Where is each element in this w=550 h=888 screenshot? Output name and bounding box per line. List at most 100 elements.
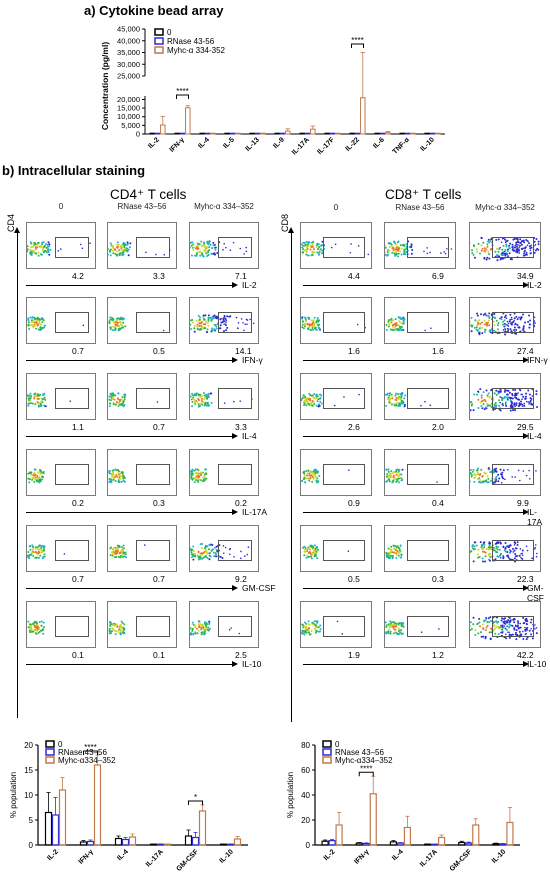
gate-rectangle xyxy=(323,540,365,562)
event xyxy=(201,623,204,626)
event xyxy=(222,330,225,333)
event xyxy=(317,626,320,629)
event xyxy=(33,325,36,328)
event xyxy=(313,549,316,552)
event xyxy=(386,480,389,483)
event xyxy=(526,629,529,631)
event xyxy=(485,547,488,550)
event xyxy=(109,242,112,245)
event xyxy=(398,405,401,408)
event xyxy=(193,401,196,404)
event xyxy=(525,638,528,641)
event xyxy=(515,237,518,240)
event xyxy=(48,245,51,248)
event xyxy=(521,398,523,401)
event xyxy=(219,324,222,327)
event xyxy=(203,244,206,247)
event xyxy=(519,238,522,241)
event xyxy=(202,317,205,320)
event xyxy=(206,552,209,555)
event xyxy=(488,396,491,399)
event xyxy=(511,243,514,246)
event xyxy=(506,255,509,258)
event xyxy=(515,555,518,558)
event xyxy=(304,325,307,328)
event-scatter xyxy=(301,392,360,408)
event xyxy=(202,556,205,559)
event xyxy=(117,544,120,547)
event xyxy=(498,404,501,407)
event xyxy=(212,551,215,554)
event xyxy=(537,248,540,251)
event xyxy=(313,620,316,623)
event xyxy=(112,469,115,472)
event xyxy=(208,246,211,249)
event xyxy=(317,548,320,551)
bar xyxy=(321,840,329,846)
bar xyxy=(51,814,60,846)
event xyxy=(528,403,530,405)
event xyxy=(190,553,193,556)
event xyxy=(301,396,304,399)
x-tick-label: IL-17A xyxy=(291,136,311,156)
event xyxy=(523,330,526,333)
event xyxy=(225,329,228,332)
event xyxy=(240,550,242,553)
x-tick-label: IL-4 xyxy=(197,136,211,150)
event xyxy=(478,481,481,484)
gated-percentage: 0.3 xyxy=(432,574,444,584)
significance-label: **** xyxy=(176,87,188,96)
event xyxy=(116,243,119,246)
gated-percentage: 2.0 xyxy=(432,422,444,432)
event xyxy=(400,473,403,476)
event xyxy=(116,552,119,555)
event xyxy=(27,248,29,251)
event xyxy=(490,238,493,241)
event xyxy=(314,547,317,550)
event xyxy=(424,400,426,403)
event xyxy=(515,243,518,246)
event xyxy=(37,328,40,331)
event xyxy=(33,471,36,474)
event xyxy=(214,316,217,319)
event xyxy=(42,632,45,635)
event xyxy=(513,541,516,544)
event xyxy=(206,255,209,258)
event xyxy=(214,552,217,555)
cd4-cytokine-arrow xyxy=(232,661,238,667)
event xyxy=(42,247,45,250)
event xyxy=(394,477,397,480)
event xyxy=(222,318,225,321)
event xyxy=(523,241,526,244)
event xyxy=(121,631,124,634)
gated-percentage: 4.4 xyxy=(348,271,360,281)
event xyxy=(311,322,314,325)
event xyxy=(494,558,497,561)
event xyxy=(311,246,314,249)
event xyxy=(119,623,122,626)
event xyxy=(304,630,307,633)
event xyxy=(388,249,391,252)
event xyxy=(515,547,518,550)
event xyxy=(302,244,305,247)
gated-percentage: 0.7 xyxy=(72,574,84,584)
y-tick-label: 60 xyxy=(301,766,310,775)
event xyxy=(513,317,516,320)
event xyxy=(36,553,39,556)
event xyxy=(109,547,112,550)
dot-plot xyxy=(469,601,541,648)
event xyxy=(502,469,505,472)
event xyxy=(28,327,31,330)
event xyxy=(204,401,207,404)
event xyxy=(215,555,218,558)
event xyxy=(310,319,313,322)
event xyxy=(109,620,112,623)
event xyxy=(206,331,209,334)
event xyxy=(395,392,398,395)
bar xyxy=(403,826,412,846)
event xyxy=(228,553,231,556)
event xyxy=(519,318,522,321)
event xyxy=(511,318,513,321)
event xyxy=(112,321,115,324)
cytokine-label: GM-CSF xyxy=(242,583,276,593)
